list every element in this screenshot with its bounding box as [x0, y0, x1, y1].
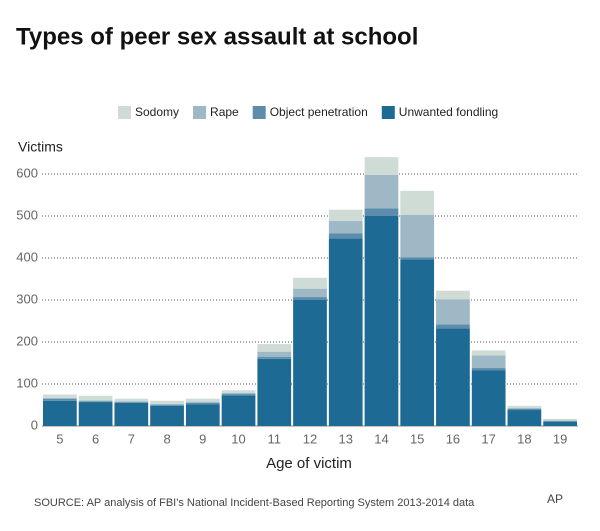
bar-segment: [328, 221, 363, 234]
bar-segment: [114, 398, 149, 402]
bar-segment: [293, 297, 327, 300]
bar-segment: [471, 355, 506, 369]
legend-label: Sodomy: [135, 105, 179, 119]
legend-label: Unwanted fondling: [399, 105, 498, 119]
bar-segment: [471, 350, 506, 356]
bar-segment: [400, 214, 435, 258]
y-tick-label: 0: [31, 417, 38, 432]
bar-segment: [293, 277, 327, 289]
x-tick-label: 11: [268, 431, 282, 446]
bar-segment: [436, 290, 470, 300]
bar-segment: [436, 324, 470, 329]
bar-segment: [543, 420, 577, 422]
bar-segment: [507, 410, 542, 426]
bar-segment: [114, 401, 149, 403]
bar-segment: [507, 405, 542, 408]
bar-segment: [257, 344, 292, 352]
x-tick-label: 12: [303, 431, 317, 446]
legend-swatch: [252, 106, 266, 119]
x-tick-label: 6: [92, 431, 99, 446]
y-tick-label: 400: [16, 249, 38, 264]
x-tick-label: 19: [553, 431, 567, 446]
bar-segment: [257, 351, 292, 357]
y-tick-label: 100: [16, 375, 38, 390]
bar-segment: [328, 209, 363, 222]
bar-segment: [150, 403, 184, 405]
bar-segment: [543, 421, 577, 426]
legend-swatch: [193, 106, 207, 119]
bar-segment: [400, 259, 435, 426]
x-tick-label: 10: [231, 431, 245, 446]
y-tick-label: 600: [16, 165, 38, 180]
x-tick-label: 8: [163, 431, 170, 446]
x-tick-label: 7: [128, 431, 135, 446]
bar-segment: [114, 402, 149, 426]
bar-segment: [43, 400, 77, 426]
bar-segment: [436, 299, 470, 325]
x-tick-label: 16: [446, 431, 460, 446]
bar-segment: [150, 405, 184, 426]
bar-segment: [364, 216, 399, 426]
bar-segment: [543, 418, 577, 421]
bar-segment: [221, 390, 256, 393]
source: SOURCE: AP analysis of FBI's National In…: [34, 497, 475, 509]
bar-segment: [150, 400, 184, 404]
bar-segment: [293, 288, 327, 298]
bar-segment: [221, 395, 256, 426]
y-tick-label: 500: [16, 207, 38, 222]
x-tick-label: 18: [517, 431, 531, 446]
x-axis-label: Age of victim: [266, 455, 352, 472]
y-axis-label: Victims: [18, 139, 63, 155]
bar-segment: [436, 328, 470, 426]
x-tick-label: 14: [374, 431, 388, 446]
y-tick-label: 300: [16, 291, 38, 306]
bar-segment: [364, 208, 399, 216]
bar-segment: [257, 358, 292, 426]
legend-swatch: [381, 106, 395, 119]
legend-label: Rape: [210, 105, 239, 119]
bar-segment: [293, 300, 327, 426]
x-tick-label: 9: [199, 431, 206, 446]
x-tick-label: 17: [481, 431, 495, 446]
bar-segment: [328, 238, 363, 426]
bar-segment: [507, 407, 542, 409]
bar-segment: [43, 397, 77, 399]
bar-segment: [400, 257, 435, 260]
legend-label: Object penetration: [270, 105, 368, 119]
bar-segment: [364, 174, 399, 209]
bar-segment: [78, 400, 113, 402]
bar-segment: [185, 401, 220, 403]
bar-segment: [364, 157, 399, 175]
bar-segment: [150, 405, 184, 406]
bar-segment: [471, 370, 506, 426]
bar-segment: [43, 394, 77, 398]
bar-segment: [78, 395, 113, 401]
bar-segment: [185, 404, 220, 426]
bar-segment: [114, 402, 149, 403]
legend-swatch: [118, 106, 131, 119]
x-tick-label: 15: [410, 431, 424, 446]
bar-segment: [221, 392, 256, 395]
bar-segment: [400, 190, 435, 215]
bar-segment: [185, 398, 220, 402]
bar-segment: [257, 356, 292, 359]
x-tick-label: 13: [338, 431, 352, 446]
bar-segment: [471, 368, 506, 371]
x-tick-label: 5: [56, 431, 63, 446]
bar-segment: [78, 402, 113, 426]
bar-segment: [328, 233, 363, 239]
credit: AP: [547, 492, 563, 506]
bar-segment: [185, 402, 220, 405]
bar-segment: [221, 394, 256, 396]
bar-segment: [43, 398, 77, 401]
chart-title: Types of peer sex assault at school: [16, 23, 418, 50]
y-tick-label: 200: [16, 333, 38, 348]
bar-segment: [507, 408, 542, 411]
bar-segment: [78, 401, 113, 403]
